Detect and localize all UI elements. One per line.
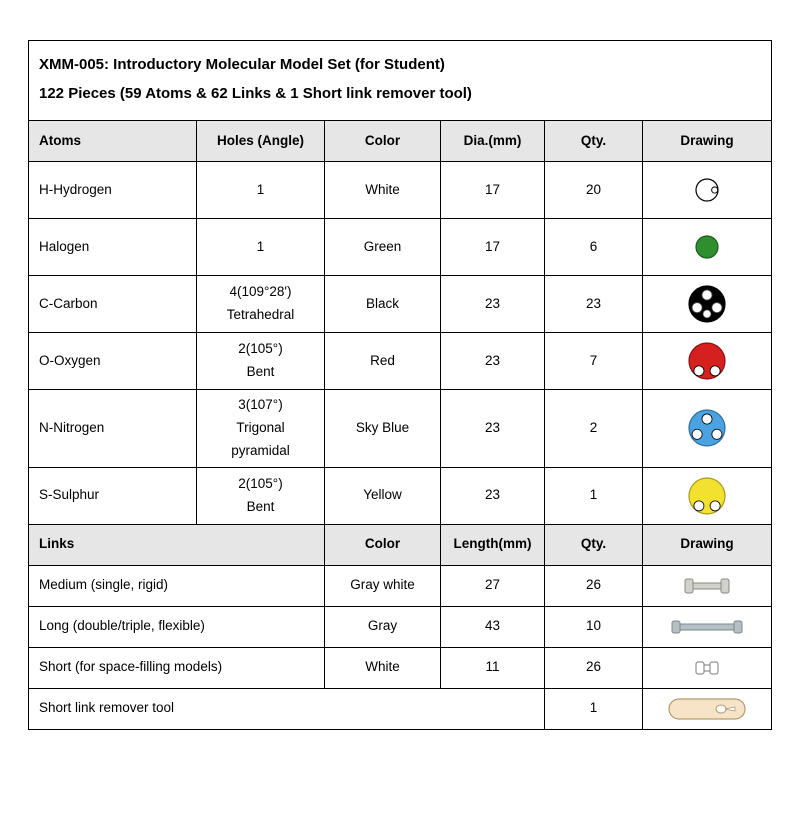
tool-drawing [643, 689, 771, 729]
title-line-1: XMM-005: Introductory Molecular Model Se… [39, 51, 761, 80]
atom-icon [681, 404, 733, 452]
atom-name: S-Sulphur [29, 468, 197, 524]
atom-drawing [643, 333, 771, 389]
table-row: Halogen1Green176 [29, 219, 771, 276]
table-row: S-Sulphur2(105°)BentYellow231 [29, 468, 771, 525]
atom-dia: 23 [441, 276, 545, 332]
col-links: Links [29, 525, 325, 565]
atom-qty: 23 [545, 276, 643, 332]
atoms-body: H-Hydrogen1White1720 Halogen1Green176 C-… [29, 162, 771, 525]
link-icon [665, 612, 749, 642]
atom-holes: 1 [197, 162, 325, 218]
atom-name: C-Carbon [29, 276, 197, 332]
atom-qty: 20 [545, 162, 643, 218]
link-color: Gray [325, 607, 441, 647]
col-dia: Dia.(mm) [441, 121, 545, 161]
atom-name: Halogen [29, 219, 197, 275]
tool-row: Short link remover tool 1 [29, 689, 771, 730]
links-body: Medium (single, rigid)Gray white2726 Lon… [29, 566, 771, 689]
atom-qty: 2 [545, 390, 643, 467]
col-color: Color [325, 121, 441, 161]
atom-name: O-Oxygen [29, 333, 197, 389]
atom-qty: 1 [545, 468, 643, 524]
atom-icon [681, 337, 733, 385]
atom-holes: 1 [197, 219, 325, 275]
link-drawing [643, 566, 771, 606]
link-drawing [643, 607, 771, 647]
atom-dia: 23 [441, 333, 545, 389]
col-length: Length(mm) [441, 525, 545, 565]
col-color: Color [325, 525, 441, 565]
atom-dia: 23 [441, 390, 545, 467]
tool-name: Short link remover tool [29, 689, 545, 729]
table-row: N-Nitrogen3(107°)TrigonalpyramidalSky Bl… [29, 390, 771, 468]
remover-tool-icon [665, 694, 749, 724]
atom-drawing [643, 276, 771, 332]
atom-drawing [643, 219, 771, 275]
atom-holes: 4(109°28')Tetrahedral [197, 276, 325, 332]
col-qty: Qty. [545, 121, 643, 161]
atom-holes: 3(107°)Trigonalpyramidal [197, 390, 325, 467]
col-atoms: Atoms [29, 121, 197, 161]
atom-qty: 6 [545, 219, 643, 275]
atom-name: N-Nitrogen [29, 390, 197, 467]
table-row: Short (for space-filling models)White112… [29, 648, 771, 689]
link-color: White [325, 648, 441, 688]
tool-qty: 1 [545, 689, 643, 729]
link-color: Gray white [325, 566, 441, 606]
table-row: Medium (single, rigid)Gray white2726 [29, 566, 771, 607]
link-icon [665, 571, 749, 601]
col-drawing: Drawing [643, 121, 771, 161]
atom-color: Red [325, 333, 441, 389]
link-name: Short (for space-filling models) [29, 648, 325, 688]
atom-icon [681, 280, 733, 328]
atom-color: Green [325, 219, 441, 275]
atom-color: Yellow [325, 468, 441, 524]
table-row: O-Oxygen2(105°)BentRed237 [29, 333, 771, 390]
link-icon [665, 653, 749, 683]
atom-holes: 2(105°)Bent [197, 468, 325, 524]
atom-icon [681, 166, 733, 214]
atom-holes: 2(105°)Bent [197, 333, 325, 389]
links-header-row: Links Color Length(mm) Qty. Drawing [29, 525, 771, 566]
link-name: Long (double/triple, flexible) [29, 607, 325, 647]
title-line-2: 122 Pieces (59 Atoms & 62 Links & 1 Shor… [39, 80, 761, 109]
table-row: C-Carbon4(109°28')TetrahedralBlack2323 [29, 276, 771, 333]
atom-dia: 17 [441, 162, 545, 218]
atom-dia: 23 [441, 468, 545, 524]
atom-qty: 7 [545, 333, 643, 389]
table-row: H-Hydrogen1White1720 [29, 162, 771, 219]
link-name: Medium (single, rigid) [29, 566, 325, 606]
atom-name: H-Hydrogen [29, 162, 197, 218]
atoms-header-row: Atoms Holes (Angle) Color Dia.(mm) Qty. … [29, 121, 771, 162]
link-length: 27 [441, 566, 545, 606]
atom-color: Black [325, 276, 441, 332]
atom-icon [681, 472, 733, 520]
col-qty: Qty. [545, 525, 643, 565]
atom-color: Sky Blue [325, 390, 441, 467]
atom-color: White [325, 162, 441, 218]
col-holes: Holes (Angle) [197, 121, 325, 161]
link-qty: 10 [545, 607, 643, 647]
col-drawing: Drawing [643, 525, 771, 565]
link-qty: 26 [545, 648, 643, 688]
atom-icon [681, 223, 733, 271]
atom-dia: 17 [441, 219, 545, 275]
link-drawing [643, 648, 771, 688]
title-block: XMM-005: Introductory Molecular Model Se… [29, 41, 771, 121]
link-length: 11 [441, 648, 545, 688]
link-qty: 26 [545, 566, 643, 606]
atom-drawing [643, 468, 771, 524]
atom-drawing [643, 390, 771, 467]
table-row: Long (double/triple, flexible)Gray4310 [29, 607, 771, 648]
link-length: 43 [441, 607, 545, 647]
atom-drawing [643, 162, 771, 218]
spec-table: XMM-005: Introductory Molecular Model Se… [28, 40, 772, 730]
